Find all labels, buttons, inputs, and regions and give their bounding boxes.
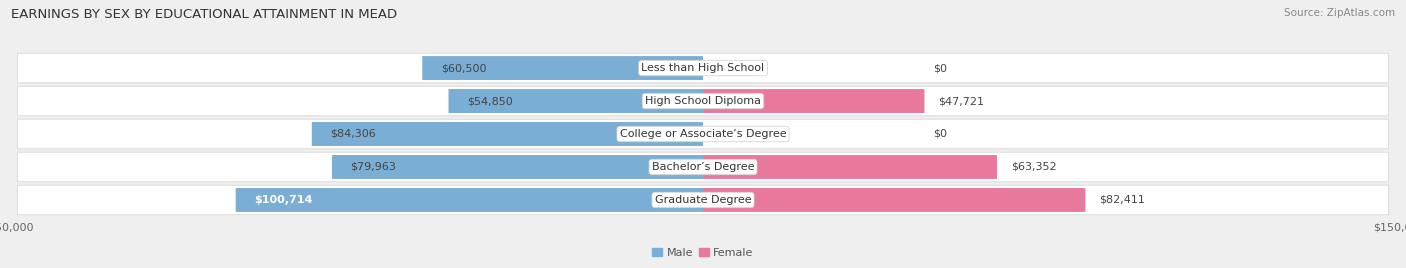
FancyBboxPatch shape [703,89,924,113]
FancyBboxPatch shape [703,188,1085,212]
Text: $100,714: $100,714 [254,195,312,205]
Text: $0: $0 [932,129,946,139]
FancyBboxPatch shape [17,152,1389,182]
Text: Source: ZipAtlas.com: Source: ZipAtlas.com [1284,8,1395,18]
FancyBboxPatch shape [17,119,1389,149]
Text: $0: $0 [932,63,946,73]
Text: $60,500: $60,500 [441,63,486,73]
Text: $54,850: $54,850 [467,96,513,106]
Text: $47,721: $47,721 [938,96,984,106]
Text: EARNINGS BY SEX BY EDUCATIONAL ATTAINMENT IN MEAD: EARNINGS BY SEX BY EDUCATIONAL ATTAINMEN… [11,8,398,21]
Text: Bachelor’s Degree: Bachelor’s Degree [652,162,754,172]
Text: $63,352: $63,352 [1011,162,1056,172]
Text: Graduate Degree: Graduate Degree [655,195,751,205]
Text: $79,963: $79,963 [350,162,396,172]
FancyBboxPatch shape [312,122,703,146]
FancyBboxPatch shape [17,86,1389,116]
FancyBboxPatch shape [17,185,1389,215]
FancyBboxPatch shape [449,89,703,113]
FancyBboxPatch shape [332,155,703,179]
FancyBboxPatch shape [703,155,997,179]
Text: College or Associate’s Degree: College or Associate’s Degree [620,129,786,139]
Text: Less than High School: Less than High School [641,63,765,73]
FancyBboxPatch shape [17,53,1389,83]
FancyBboxPatch shape [236,188,703,212]
Text: $82,411: $82,411 [1099,195,1144,205]
Text: $84,306: $84,306 [330,129,377,139]
Text: High School Diploma: High School Diploma [645,96,761,106]
FancyBboxPatch shape [422,56,703,80]
Legend: Male, Female: Male, Female [648,243,758,262]
